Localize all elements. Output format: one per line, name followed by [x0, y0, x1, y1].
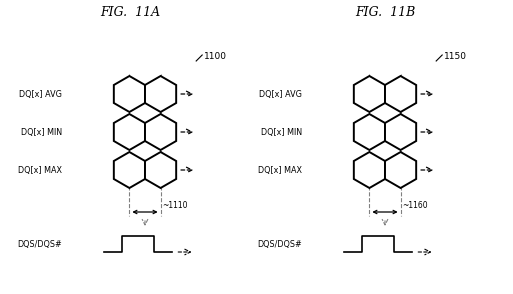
- Polygon shape: [385, 76, 416, 112]
- Polygon shape: [145, 76, 176, 112]
- Polygon shape: [145, 114, 176, 150]
- Text: DQ[x] MIN: DQ[x] MIN: [261, 128, 302, 136]
- Text: ~1110: ~1110: [163, 201, 188, 210]
- Text: DQS/DQS#: DQS/DQS#: [17, 240, 62, 248]
- Text: FIG.  11B: FIG. 11B: [355, 6, 415, 19]
- Text: DQ[x] AVG: DQ[x] AVG: [259, 89, 302, 98]
- Text: 1100: 1100: [204, 51, 227, 61]
- Polygon shape: [354, 76, 385, 112]
- Text: 1150: 1150: [444, 51, 467, 61]
- Polygon shape: [114, 152, 145, 188]
- Polygon shape: [385, 114, 416, 150]
- Text: DQ[x] AVG: DQ[x] AVG: [19, 89, 62, 98]
- Polygon shape: [145, 152, 176, 188]
- Polygon shape: [114, 114, 145, 150]
- Polygon shape: [354, 114, 385, 150]
- Text: DQS/DQS#: DQS/DQS#: [257, 240, 302, 248]
- Text: FIG.  11A: FIG. 11A: [100, 6, 160, 19]
- Polygon shape: [354, 152, 385, 188]
- Text: DQ[x] MAX: DQ[x] MAX: [18, 166, 62, 175]
- Text: ~1160: ~1160: [403, 201, 428, 210]
- Text: DQ[x] MAX: DQ[x] MAX: [258, 166, 302, 175]
- Text: DQ[x] MIN: DQ[x] MIN: [21, 128, 62, 136]
- Polygon shape: [114, 76, 145, 112]
- Polygon shape: [385, 152, 416, 188]
